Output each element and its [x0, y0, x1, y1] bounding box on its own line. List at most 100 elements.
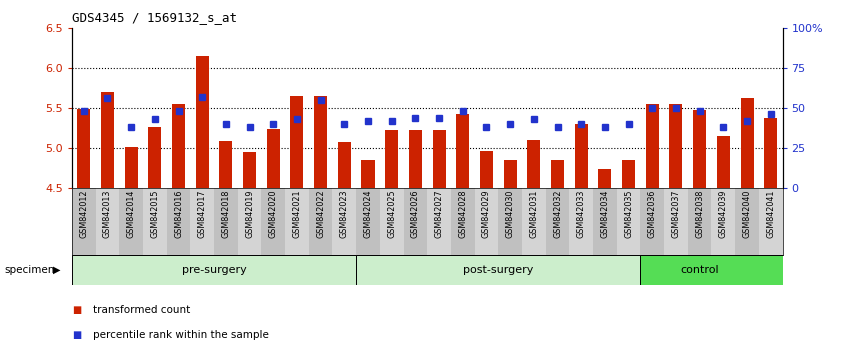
Text: GSM842030: GSM842030	[506, 190, 514, 238]
Bar	[711, 188, 735, 255]
Text: GSM842041: GSM842041	[766, 190, 775, 238]
Bar	[569, 188, 593, 255]
Bar	[261, 188, 285, 255]
Bar	[243, 152, 256, 188]
Bar	[404, 188, 427, 255]
Bar	[77, 109, 91, 188]
Text: ■: ■	[72, 305, 81, 315]
Bar	[148, 127, 162, 188]
Bar	[593, 188, 617, 255]
Text: GSM842027: GSM842027	[435, 190, 443, 238]
Text: GSM842034: GSM842034	[601, 190, 609, 238]
Text: GSM842032: GSM842032	[553, 190, 562, 238]
Text: GSM842033: GSM842033	[577, 190, 585, 238]
Bar	[645, 104, 659, 188]
Bar	[480, 151, 493, 188]
Bar	[314, 96, 327, 188]
Bar	[717, 136, 730, 188]
Bar	[640, 188, 664, 255]
Bar	[759, 188, 783, 255]
Bar	[693, 110, 706, 188]
Bar	[622, 160, 635, 188]
Text: percentile rank within the sample: percentile rank within the sample	[93, 330, 269, 339]
Text: GSM842022: GSM842022	[316, 190, 325, 238]
Text: GSM842025: GSM842025	[387, 190, 396, 238]
Bar	[598, 169, 612, 188]
Bar	[527, 140, 541, 188]
Bar	[238, 188, 261, 255]
Bar	[214, 188, 238, 255]
Bar	[338, 142, 351, 188]
Text: GSM842020: GSM842020	[269, 190, 277, 238]
Bar	[380, 188, 404, 255]
Text: transformed count: transformed count	[93, 305, 190, 315]
Bar	[640, 255, 783, 285]
Text: control: control	[680, 265, 719, 275]
Bar	[617, 188, 640, 255]
Bar	[190, 188, 214, 255]
Bar	[96, 188, 119, 255]
Bar	[451, 188, 475, 255]
Text: GSM842018: GSM842018	[222, 190, 230, 238]
Text: post-surgery: post-surgery	[463, 265, 534, 275]
Bar	[124, 147, 138, 188]
Bar	[688, 188, 711, 255]
Bar	[266, 129, 280, 188]
Text: GDS4345 / 1569132_s_at: GDS4345 / 1569132_s_at	[72, 11, 237, 24]
Bar	[574, 124, 588, 188]
Text: specimen: specimen	[4, 265, 55, 275]
Bar	[143, 188, 167, 255]
Text: GSM842024: GSM842024	[364, 190, 372, 238]
Bar	[356, 255, 640, 285]
Bar	[195, 56, 209, 188]
Bar	[332, 188, 356, 255]
Text: GSM842038: GSM842038	[695, 190, 704, 238]
Bar	[503, 160, 517, 188]
Bar	[764, 118, 777, 188]
Text: GSM842016: GSM842016	[174, 190, 183, 238]
Text: GSM842012: GSM842012	[80, 190, 88, 238]
Text: ▶: ▶	[53, 265, 61, 275]
Bar	[669, 104, 683, 188]
Text: pre-surgery: pre-surgery	[182, 265, 246, 275]
Text: GSM842014: GSM842014	[127, 190, 135, 238]
Text: GSM842017: GSM842017	[198, 190, 206, 238]
Bar	[72, 255, 356, 285]
Bar	[219, 141, 233, 188]
Text: GSM842031: GSM842031	[530, 190, 538, 238]
Bar	[551, 160, 564, 188]
Text: GSM842026: GSM842026	[411, 190, 420, 238]
Text: GSM842037: GSM842037	[672, 190, 680, 238]
Bar	[546, 188, 569, 255]
Bar	[498, 188, 522, 255]
Bar	[475, 188, 498, 255]
Bar	[664, 188, 688, 255]
Text: GSM842035: GSM842035	[624, 190, 633, 238]
Bar	[285, 188, 309, 255]
Text: GSM842040: GSM842040	[743, 190, 751, 238]
Bar	[735, 188, 759, 255]
Bar	[385, 130, 398, 188]
Text: ■: ■	[72, 330, 81, 339]
Bar	[432, 130, 446, 188]
Bar	[167, 188, 190, 255]
Text: GSM842029: GSM842029	[482, 190, 491, 238]
Bar	[356, 188, 380, 255]
Text: GSM842023: GSM842023	[340, 190, 349, 238]
Bar	[72, 188, 96, 255]
Bar	[101, 92, 114, 188]
Text: GSM842019: GSM842019	[245, 190, 254, 238]
Bar	[409, 130, 422, 188]
Bar	[522, 188, 546, 255]
Text: GSM842013: GSM842013	[103, 190, 112, 238]
Text: GSM842039: GSM842039	[719, 190, 728, 238]
Bar	[740, 98, 754, 188]
Text: GSM842028: GSM842028	[459, 190, 467, 238]
Bar	[309, 188, 332, 255]
Bar	[172, 104, 185, 188]
Bar	[119, 188, 143, 255]
Text: GSM842036: GSM842036	[648, 190, 656, 238]
Text: GSM842015: GSM842015	[151, 190, 159, 238]
Bar	[456, 114, 470, 188]
Bar	[361, 160, 375, 188]
